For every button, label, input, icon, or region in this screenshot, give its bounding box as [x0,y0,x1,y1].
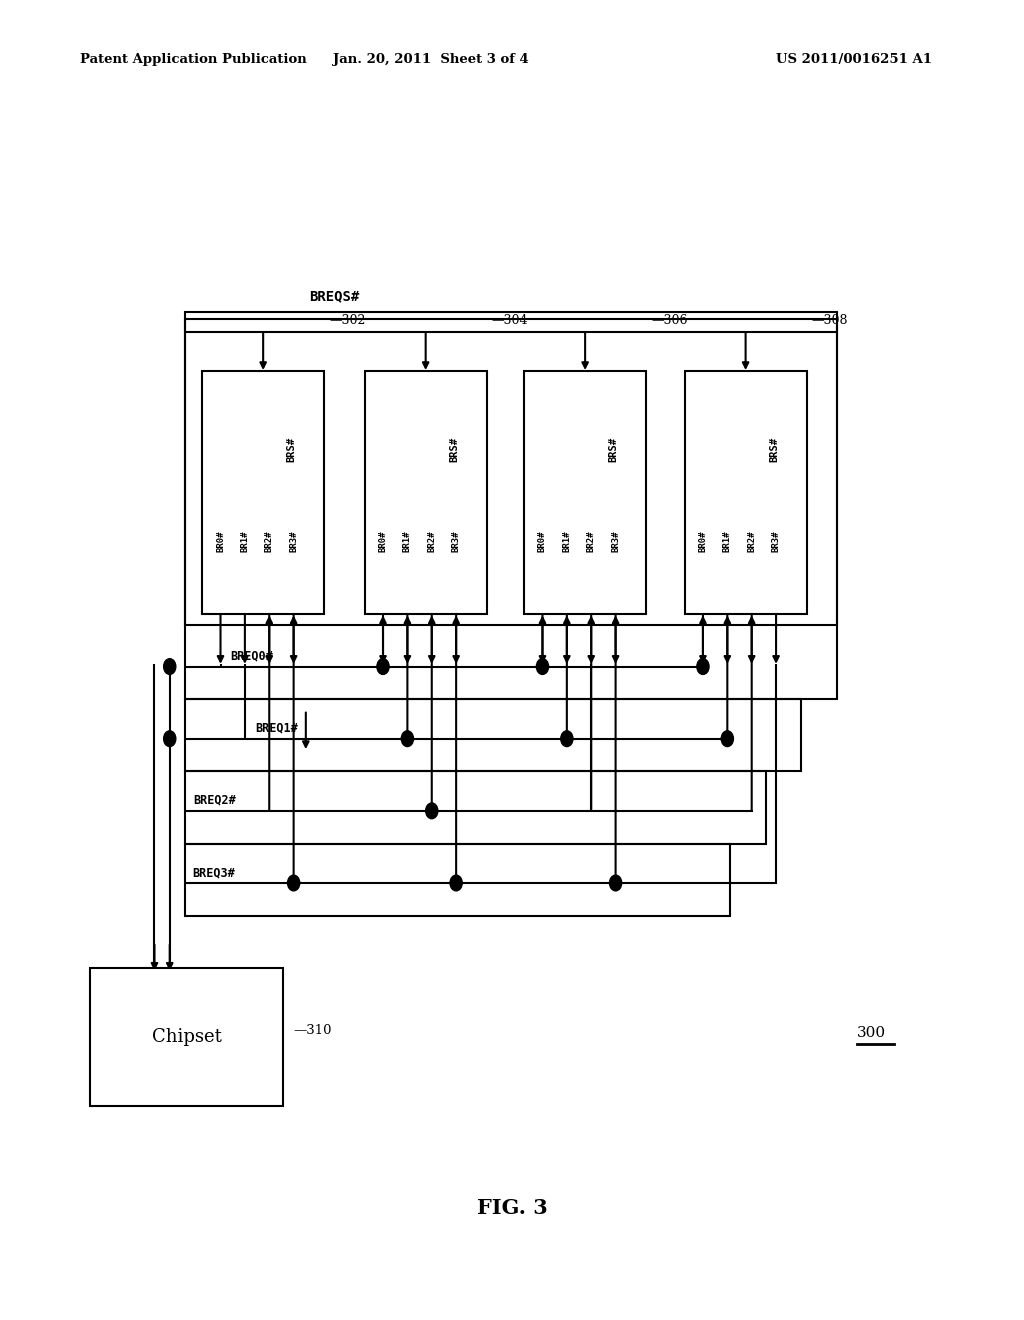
Bar [365,371,486,614]
Text: US 2011/0016251 A1: US 2011/0016251 A1 [776,53,932,66]
Text: BREQ3#: BREQ3# [193,866,234,879]
Text: BRS#: BRS# [769,437,779,462]
Text: BR1#: BR1# [241,531,250,552]
Bar [202,371,325,614]
Bar [185,700,802,771]
Text: BR3#: BR3# [611,531,621,552]
Text: BREQ0#: BREQ0# [230,649,273,663]
Text: BR0#: BR0# [698,531,708,552]
Text: BREQ1#: BREQ1# [255,722,298,735]
Text: Patent Application Publication: Patent Application Publication [80,53,307,66]
Text: BRS#: BRS# [287,437,297,462]
Text: BR1#: BR1# [723,531,732,552]
Text: Chipset: Chipset [152,1028,222,1047]
Text: —304: —304 [492,314,528,327]
Bar [185,843,730,916]
Text: BR2#: BR2# [265,531,273,552]
Circle shape [721,731,733,747]
Text: —308: —308 [812,314,848,327]
Bar [185,319,837,624]
Text: —302: —302 [329,314,366,327]
Text: BR0#: BR0# [379,531,387,552]
Text: —310: —310 [294,1024,332,1036]
Circle shape [697,659,709,675]
Circle shape [426,803,438,818]
Text: BR3#: BR3# [289,531,298,552]
Bar [90,969,284,1106]
Text: BREQS#: BREQS# [309,289,359,304]
Text: BRS#: BRS# [450,437,459,462]
Bar [185,313,837,700]
Text: BR3#: BR3# [771,531,780,552]
Bar [185,771,766,843]
Text: BR2#: BR2# [427,531,436,552]
Circle shape [401,731,414,747]
Text: BR2#: BR2# [748,531,756,552]
Text: BR1#: BR1# [402,531,412,552]
Circle shape [537,659,549,675]
Text: BR2#: BR2# [587,531,596,552]
Circle shape [450,875,462,891]
Text: BR1#: BR1# [562,531,571,552]
Text: —306: —306 [651,314,688,327]
Text: BR0#: BR0# [538,531,547,552]
Text: 300: 300 [857,1027,887,1040]
Bar [685,371,807,614]
Circle shape [561,731,573,747]
Text: BR0#: BR0# [216,531,225,552]
Text: Jan. 20, 2011  Sheet 3 of 4: Jan. 20, 2011 Sheet 3 of 4 [333,53,528,66]
Circle shape [164,659,176,675]
Circle shape [377,659,389,675]
Circle shape [609,875,622,891]
Circle shape [164,731,176,747]
Text: BREQ2#: BREQ2# [194,793,236,807]
Text: BRS#: BRS# [608,437,618,462]
Circle shape [288,875,300,891]
Text: FIG. 3: FIG. 3 [476,1199,548,1218]
Bar [524,371,646,614]
Text: BR3#: BR3# [452,531,461,552]
